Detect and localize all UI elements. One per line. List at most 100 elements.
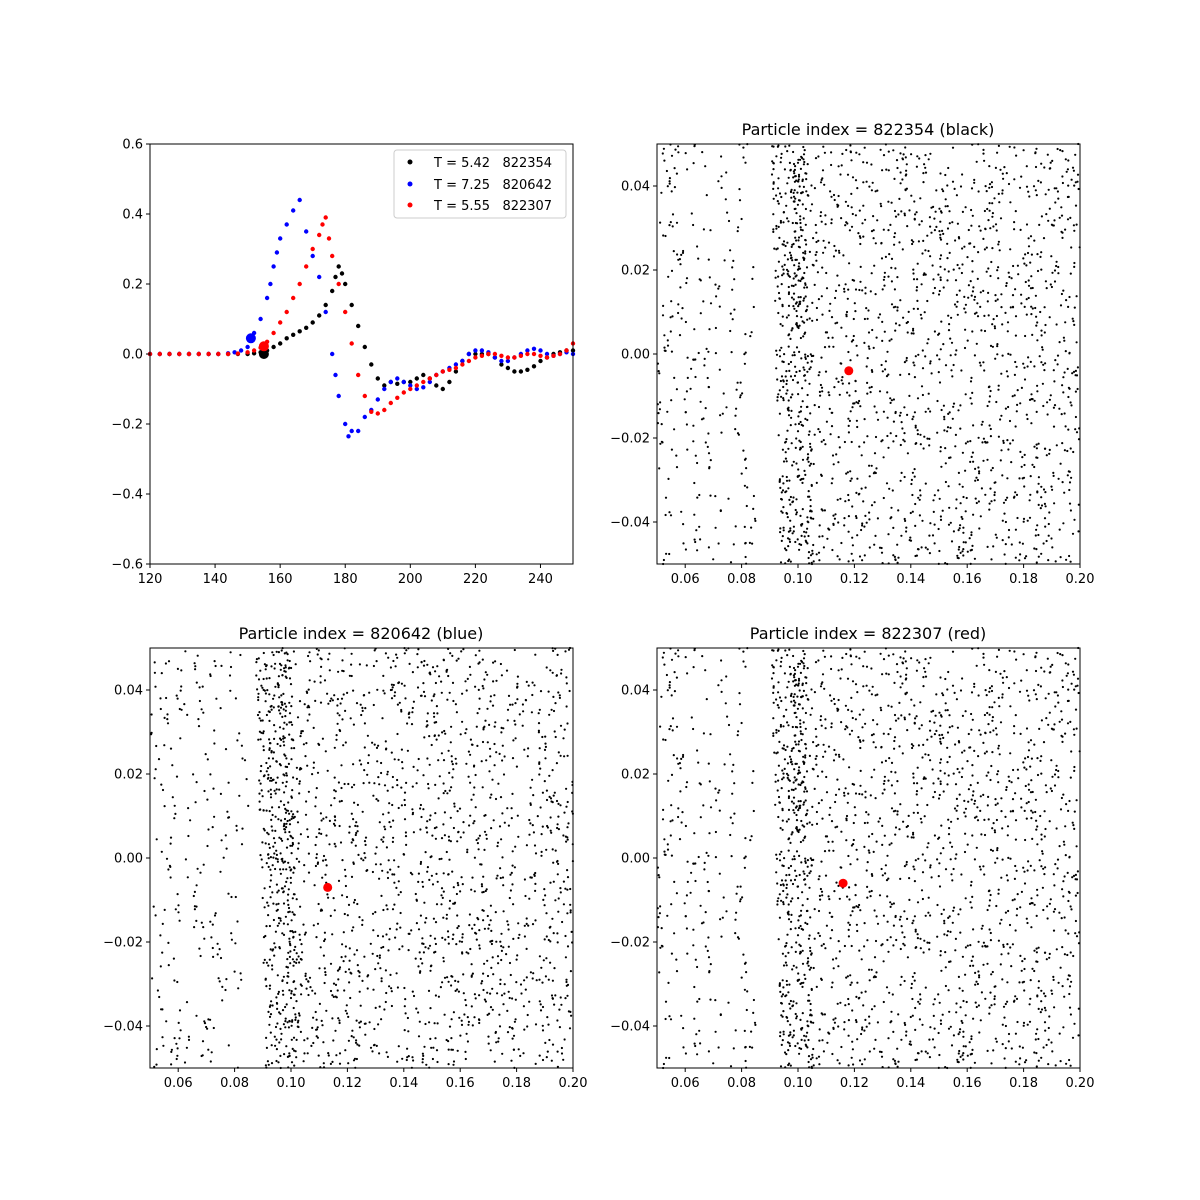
particle-point — [799, 167, 803, 170]
particle-point — [983, 314, 986, 317]
particle-point — [868, 386, 871, 389]
particle-point — [797, 239, 800, 242]
particle-point — [957, 557, 960, 560]
particle-point — [815, 240, 818, 244]
particle-point — [1070, 178, 1073, 181]
particle-point — [569, 903, 572, 906]
particle-point — [203, 1022, 207, 1025]
particle-point — [550, 1059, 553, 1062]
particle-point — [478, 944, 481, 947]
particle-point — [667, 477, 670, 480]
particle-point — [331, 1060, 334, 1063]
particle-point — [1006, 477, 1009, 480]
particle-point — [493, 725, 496, 728]
particle-point — [541, 825, 544, 828]
series-point — [216, 351, 221, 357]
particle-point — [970, 455, 973, 458]
particle-point — [836, 205, 839, 208]
particle-point — [792, 809, 795, 812]
particle-point — [267, 964, 270, 967]
series-point — [551, 353, 556, 358]
particle-point — [794, 869, 797, 872]
particle-point — [305, 742, 308, 745]
particle-point — [446, 976, 449, 979]
particle-point — [784, 748, 787, 752]
series-point — [177, 351, 182, 357]
series-point — [414, 383, 419, 388]
particle-point — [389, 825, 392, 828]
particle-point — [799, 446, 802, 449]
particle-point — [744, 555, 747, 559]
particle-point — [291, 1020, 294, 1023]
particle-point — [745, 504, 748, 508]
particle-point — [426, 712, 429, 715]
particle-point — [344, 955, 347, 958]
particle-point — [323, 967, 326, 970]
particle-point — [395, 928, 398, 931]
series-point — [310, 246, 315, 252]
particle-point — [382, 813, 385, 816]
particle-point — [501, 856, 504, 859]
particle-point — [933, 217, 936, 220]
particle-point — [958, 483, 961, 486]
particle-point — [782, 889, 785, 893]
particle-point — [795, 212, 798, 215]
particle-point — [551, 1043, 555, 1046]
particle-point — [482, 687, 485, 690]
y-tick-label: 0.02 — [114, 768, 143, 783]
particle-point — [526, 1025, 529, 1028]
particle-point — [958, 545, 961, 549]
particle-point — [892, 526, 895, 530]
particle-point — [195, 884, 198, 887]
particle-point — [837, 249, 841, 252]
particle-point — [849, 410, 852, 413]
particle-point — [262, 651, 265, 655]
particle-point — [868, 546, 871, 549]
particle-point — [378, 821, 381, 824]
particle-point — [461, 952, 464, 955]
particle-point — [787, 559, 790, 563]
particle-point — [262, 732, 265, 735]
particle-point — [1040, 361, 1043, 364]
particle-point — [433, 951, 436, 954]
particle-point — [524, 698, 527, 702]
particle-point — [288, 721, 291, 724]
particle-point — [1050, 485, 1053, 488]
particle-point — [801, 400, 804, 403]
particle-point — [489, 700, 492, 703]
particle-point — [979, 291, 982, 294]
particle-point — [268, 924, 271, 928]
particle-point — [297, 847, 300, 850]
particle-point — [1027, 284, 1031, 287]
particle-point — [750, 331, 753, 334]
particle-point — [328, 652, 331, 655]
particle-point — [932, 510, 935, 513]
particle-point — [330, 697, 333, 700]
particle-point — [997, 243, 1000, 246]
particle-point — [858, 209, 861, 212]
particle-point — [795, 346, 799, 349]
particle-point — [449, 741, 452, 744]
particle-point — [803, 321, 806, 324]
particle-point — [303, 703, 306, 706]
particle-point — [263, 958, 266, 962]
particle-point — [1026, 417, 1029, 421]
particle-point — [548, 713, 551, 716]
particle-point — [963, 295, 966, 298]
particle-point — [560, 1052, 564, 1055]
particle-point — [285, 651, 288, 654]
particle-point — [919, 433, 922, 436]
particle-point — [822, 251, 825, 254]
particle-point — [775, 353, 779, 356]
particle-point — [213, 660, 216, 663]
particle-point — [336, 722, 339, 725]
particle-point — [316, 771, 320, 774]
particle-point — [286, 981, 289, 985]
particle-point — [873, 405, 876, 408]
particle-point — [382, 836, 385, 839]
particle-point — [840, 217, 843, 220]
particle-point — [1062, 289, 1065, 292]
particle-point — [729, 329, 732, 333]
particle-point — [442, 782, 445, 785]
particle-point — [451, 870, 454, 873]
